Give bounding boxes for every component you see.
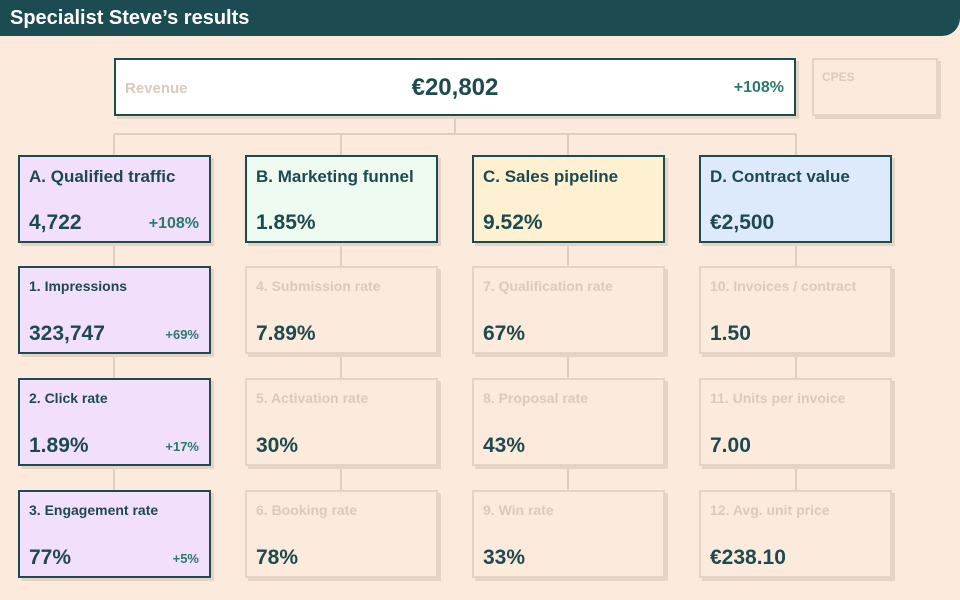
metric-card-qualification-rate[interactable]: 7. Qualification rate 67% [472, 266, 665, 354]
metric-card-activation-rate[interactable]: 5. Activation rate 30% [245, 378, 438, 466]
metric-label: 5. Activation rate [256, 390, 369, 406]
metric-label: 1. Impressions [29, 278, 128, 294]
category-card-qualified-traffic[interactable]: A. Qualified traffic 4,722 +108% [18, 155, 211, 243]
cpes-card[interactable]: CPES [812, 58, 938, 116]
metric-card-win-rate[interactable]: 9. Win rate 33% [472, 490, 665, 578]
metric-value: 7.00 [710, 434, 751, 457]
metric-value: 33% [483, 546, 526, 569]
revenue-label: Revenue [125, 80, 188, 97]
category-label: B. Marketing funnel [256, 167, 414, 186]
category-label: A. Qualified traffic [29, 167, 176, 186]
metric-value: 30% [256, 434, 299, 457]
revenue-delta: +108% [733, 79, 784, 96]
metric-card-click-rate[interactable]: 2. Click rate 1.89% +17% [18, 378, 211, 466]
metric-card-impressions[interactable]: 1. Impressions 323,747 +69% [18, 266, 211, 354]
metric-label: 11. Units per invoice [710, 390, 846, 406]
metric-label: 10. Invoices / contract [710, 278, 857, 294]
metric-label: 2. Click rate [29, 390, 108, 406]
metric-label: 12. Avg. unit price [710, 502, 830, 518]
page-header: Specialist Steve’s results [0, 0, 960, 36]
metric-card-avg-unit-price[interactable]: 12. Avg. unit price €238.10 [699, 490, 892, 578]
metric-card-booking-rate[interactable]: 6. Booking rate 78% [245, 490, 438, 578]
metric-value: 7.89% [256, 322, 316, 345]
metric-label: 8. Proposal rate [483, 390, 589, 406]
category-value: €2,500 [710, 211, 775, 234]
metric-label: 3. Engagement rate [29, 502, 159, 518]
metric-card-submission-rate[interactable]: 4. Submission rate 7.89% [245, 266, 438, 354]
metric-card-invoices-per-contract[interactable]: 10. Invoices / contract 1.50 [699, 266, 892, 354]
category-label: C. Sales pipeline [483, 167, 619, 186]
revenue-card[interactable]: Revenue €20,802 +108% [114, 58, 796, 116]
metric-card-units-per-invoice[interactable]: 11. Units per invoice 7.00 [699, 378, 892, 466]
metric-value: 1.89% [29, 434, 89, 457]
category-delta: +108% [148, 215, 199, 232]
metric-card-engagement-rate[interactable]: 3. Engagement rate 77% +5% [18, 490, 211, 578]
metric-label: 9. Win rate [483, 502, 554, 518]
metric-label: 7. Qualification rate [483, 278, 613, 294]
cpes-label: CPES [822, 70, 855, 84]
category-value: 4,722 [29, 211, 82, 234]
metric-value: €238.10 [710, 546, 786, 569]
metric-value: 323,747 [29, 322, 105, 345]
metric-delta: +17% [165, 439, 199, 454]
metric-value: 67% [483, 322, 526, 345]
metric-delta: +69% [165, 327, 199, 342]
category-label: D. Contract value [710, 167, 850, 186]
metric-label: 4. Submission rate [256, 278, 381, 294]
metric-value: 77% [29, 546, 72, 569]
metric-label: 6. Booking rate [256, 502, 358, 518]
metric-value: 1.50 [710, 322, 751, 345]
metric-value: 78% [256, 546, 299, 569]
category-card-sales-pipeline[interactable]: C. Sales pipeline 9.52% [472, 155, 665, 243]
page-title: Specialist Steve’s results [10, 6, 250, 29]
metric-value: 43% [483, 434, 526, 457]
metric-delta: +5% [172, 551, 199, 566]
revenue-value: €20,802 [411, 74, 499, 101]
category-value: 9.52% [483, 211, 543, 234]
metric-card-proposal-rate[interactable]: 8. Proposal rate 43% [472, 378, 665, 466]
category-value: 1.85% [256, 211, 316, 234]
category-card-marketing-funnel[interactable]: B. Marketing funnel 1.85% [245, 155, 438, 243]
category-card-contract-value[interactable]: D. Contract value €2,500 [699, 155, 892, 243]
